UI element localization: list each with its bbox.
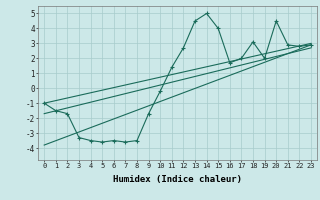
X-axis label: Humidex (Indice chaleur): Humidex (Indice chaleur) bbox=[113, 175, 242, 184]
